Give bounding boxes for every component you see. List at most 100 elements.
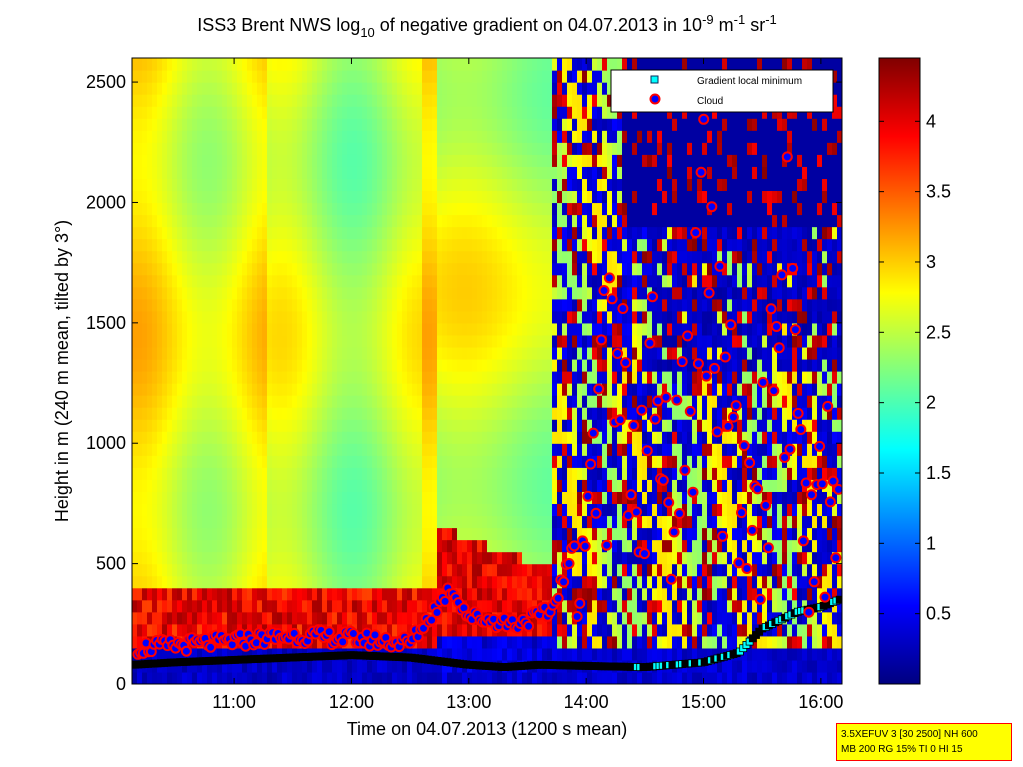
heatmap-cell <box>522 515 528 529</box>
heatmap-cell <box>292 587 298 601</box>
heatmap-cell <box>392 154 398 167</box>
heatmap-cell <box>182 274 188 288</box>
heatmap-cell <box>177 563 183 577</box>
heatmap-cell <box>562 58 568 71</box>
heatmap-cell <box>237 455 243 468</box>
heatmap-cell <box>297 262 303 276</box>
heatmap-cell <box>367 70 373 83</box>
heatmap-cell <box>572 274 578 288</box>
heatmap-cell <box>277 310 283 324</box>
heatmap-cell <box>137 515 143 529</box>
heatmap-cell <box>197 659 203 673</box>
heatmap-cell <box>167 599 173 613</box>
heatmap-cell <box>267 250 273 264</box>
heatmap-cell <box>337 262 343 276</box>
heatmap-cell <box>407 479 413 492</box>
heatmap-cell <box>592 214 598 228</box>
heatmap-cell <box>352 455 358 468</box>
heatmap-cell <box>347 563 353 577</box>
heatmap-cell <box>412 587 418 601</box>
heatmap-cell <box>472 407 478 420</box>
heatmap-cell <box>537 190 543 204</box>
heatmap-cell <box>487 671 493 684</box>
heatmap-cell <box>582 310 588 324</box>
heatmap-cell <box>422 575 428 589</box>
heatmap-cell <box>287 383 293 396</box>
heatmap-cell <box>482 262 488 276</box>
heatmap-cell <box>502 226 508 240</box>
heatmap-cell <box>222 154 228 167</box>
heatmap-cell <box>527 286 533 300</box>
heatmap-cell <box>302 94 308 107</box>
heatmap-cell <box>262 503 268 517</box>
heatmap-cell <box>422 106 428 119</box>
heatmap-cell <box>342 178 348 192</box>
heatmap-cell <box>557 671 563 684</box>
heatmap-cell <box>357 527 363 541</box>
heatmap-cell <box>562 118 568 131</box>
heatmap-cell <box>372 358 378 372</box>
heatmap-cell <box>462 358 468 372</box>
heatmap-cell <box>162 58 168 71</box>
heatmap-cell <box>577 527 583 541</box>
heatmap-cell <box>457 130 463 143</box>
heatmap-cell <box>417 551 423 565</box>
heatmap-cell <box>167 274 173 288</box>
heatmap-cell <box>142 346 148 360</box>
heatmap-cell <box>497 503 503 517</box>
heatmap-cell <box>457 611 463 625</box>
heatmap-cell <box>162 467 168 480</box>
heatmap-cell <box>452 563 458 577</box>
heatmap-cell <box>572 298 578 312</box>
heatmap-cell <box>492 467 498 480</box>
heatmap-cell <box>407 286 413 300</box>
heatmap-cell <box>382 587 388 601</box>
heatmap-cell <box>332 491 338 505</box>
heatmap-cell <box>397 346 403 360</box>
heatmap-cell <box>132 371 138 384</box>
heatmap-cell <box>587 371 593 384</box>
heatmap-cell <box>227 611 233 625</box>
heatmap-cell <box>222 274 228 288</box>
heatmap-cell <box>477 82 483 95</box>
heatmap-cell <box>477 310 483 324</box>
heatmap-cell <box>342 527 348 541</box>
heatmap-cell <box>197 431 203 444</box>
heatmap-cell <box>337 503 343 517</box>
heatmap-cell <box>522 214 528 228</box>
heatmap-cell <box>527 551 533 565</box>
heatmap-cell <box>572 431 578 444</box>
heatmap-cell <box>422 431 428 444</box>
heatmap-cell <box>552 491 558 505</box>
heatmap-cell <box>242 383 248 396</box>
heatmap-cell <box>577 346 583 360</box>
heatmap-cell <box>602 479 608 492</box>
heatmap-cell <box>192 322 198 336</box>
heatmap-cell <box>557 358 563 372</box>
heatmap-cell <box>297 455 303 468</box>
heatmap-cell <box>507 214 513 228</box>
heatmap-cell <box>437 238 443 252</box>
heatmap-cell <box>372 82 378 95</box>
heatmap-cell <box>222 515 228 529</box>
heatmap-cell <box>397 178 403 192</box>
heatmap-cell <box>547 647 553 661</box>
heatmap-cell <box>302 166 308 179</box>
heatmap-cell <box>337 286 343 300</box>
heatmap-cell <box>307 599 313 613</box>
heatmap-cell <box>597 479 603 492</box>
heatmap-cell <box>497 527 503 541</box>
heatmap-cell <box>257 419 263 432</box>
heatmap-cell <box>192 94 198 107</box>
heatmap-cell <box>297 587 303 601</box>
heatmap-cell <box>547 395 553 408</box>
heatmap-cell <box>587 563 593 577</box>
heatmap-cell <box>332 659 338 673</box>
heatmap-cell <box>187 671 193 684</box>
heatmap-cell <box>232 479 238 492</box>
heatmap-cell <box>372 659 378 673</box>
heatmap-cell <box>432 491 438 505</box>
heatmap-cell <box>592 190 598 204</box>
heatmap-cell <box>202 262 208 276</box>
heatmap-cell <box>602 346 608 360</box>
